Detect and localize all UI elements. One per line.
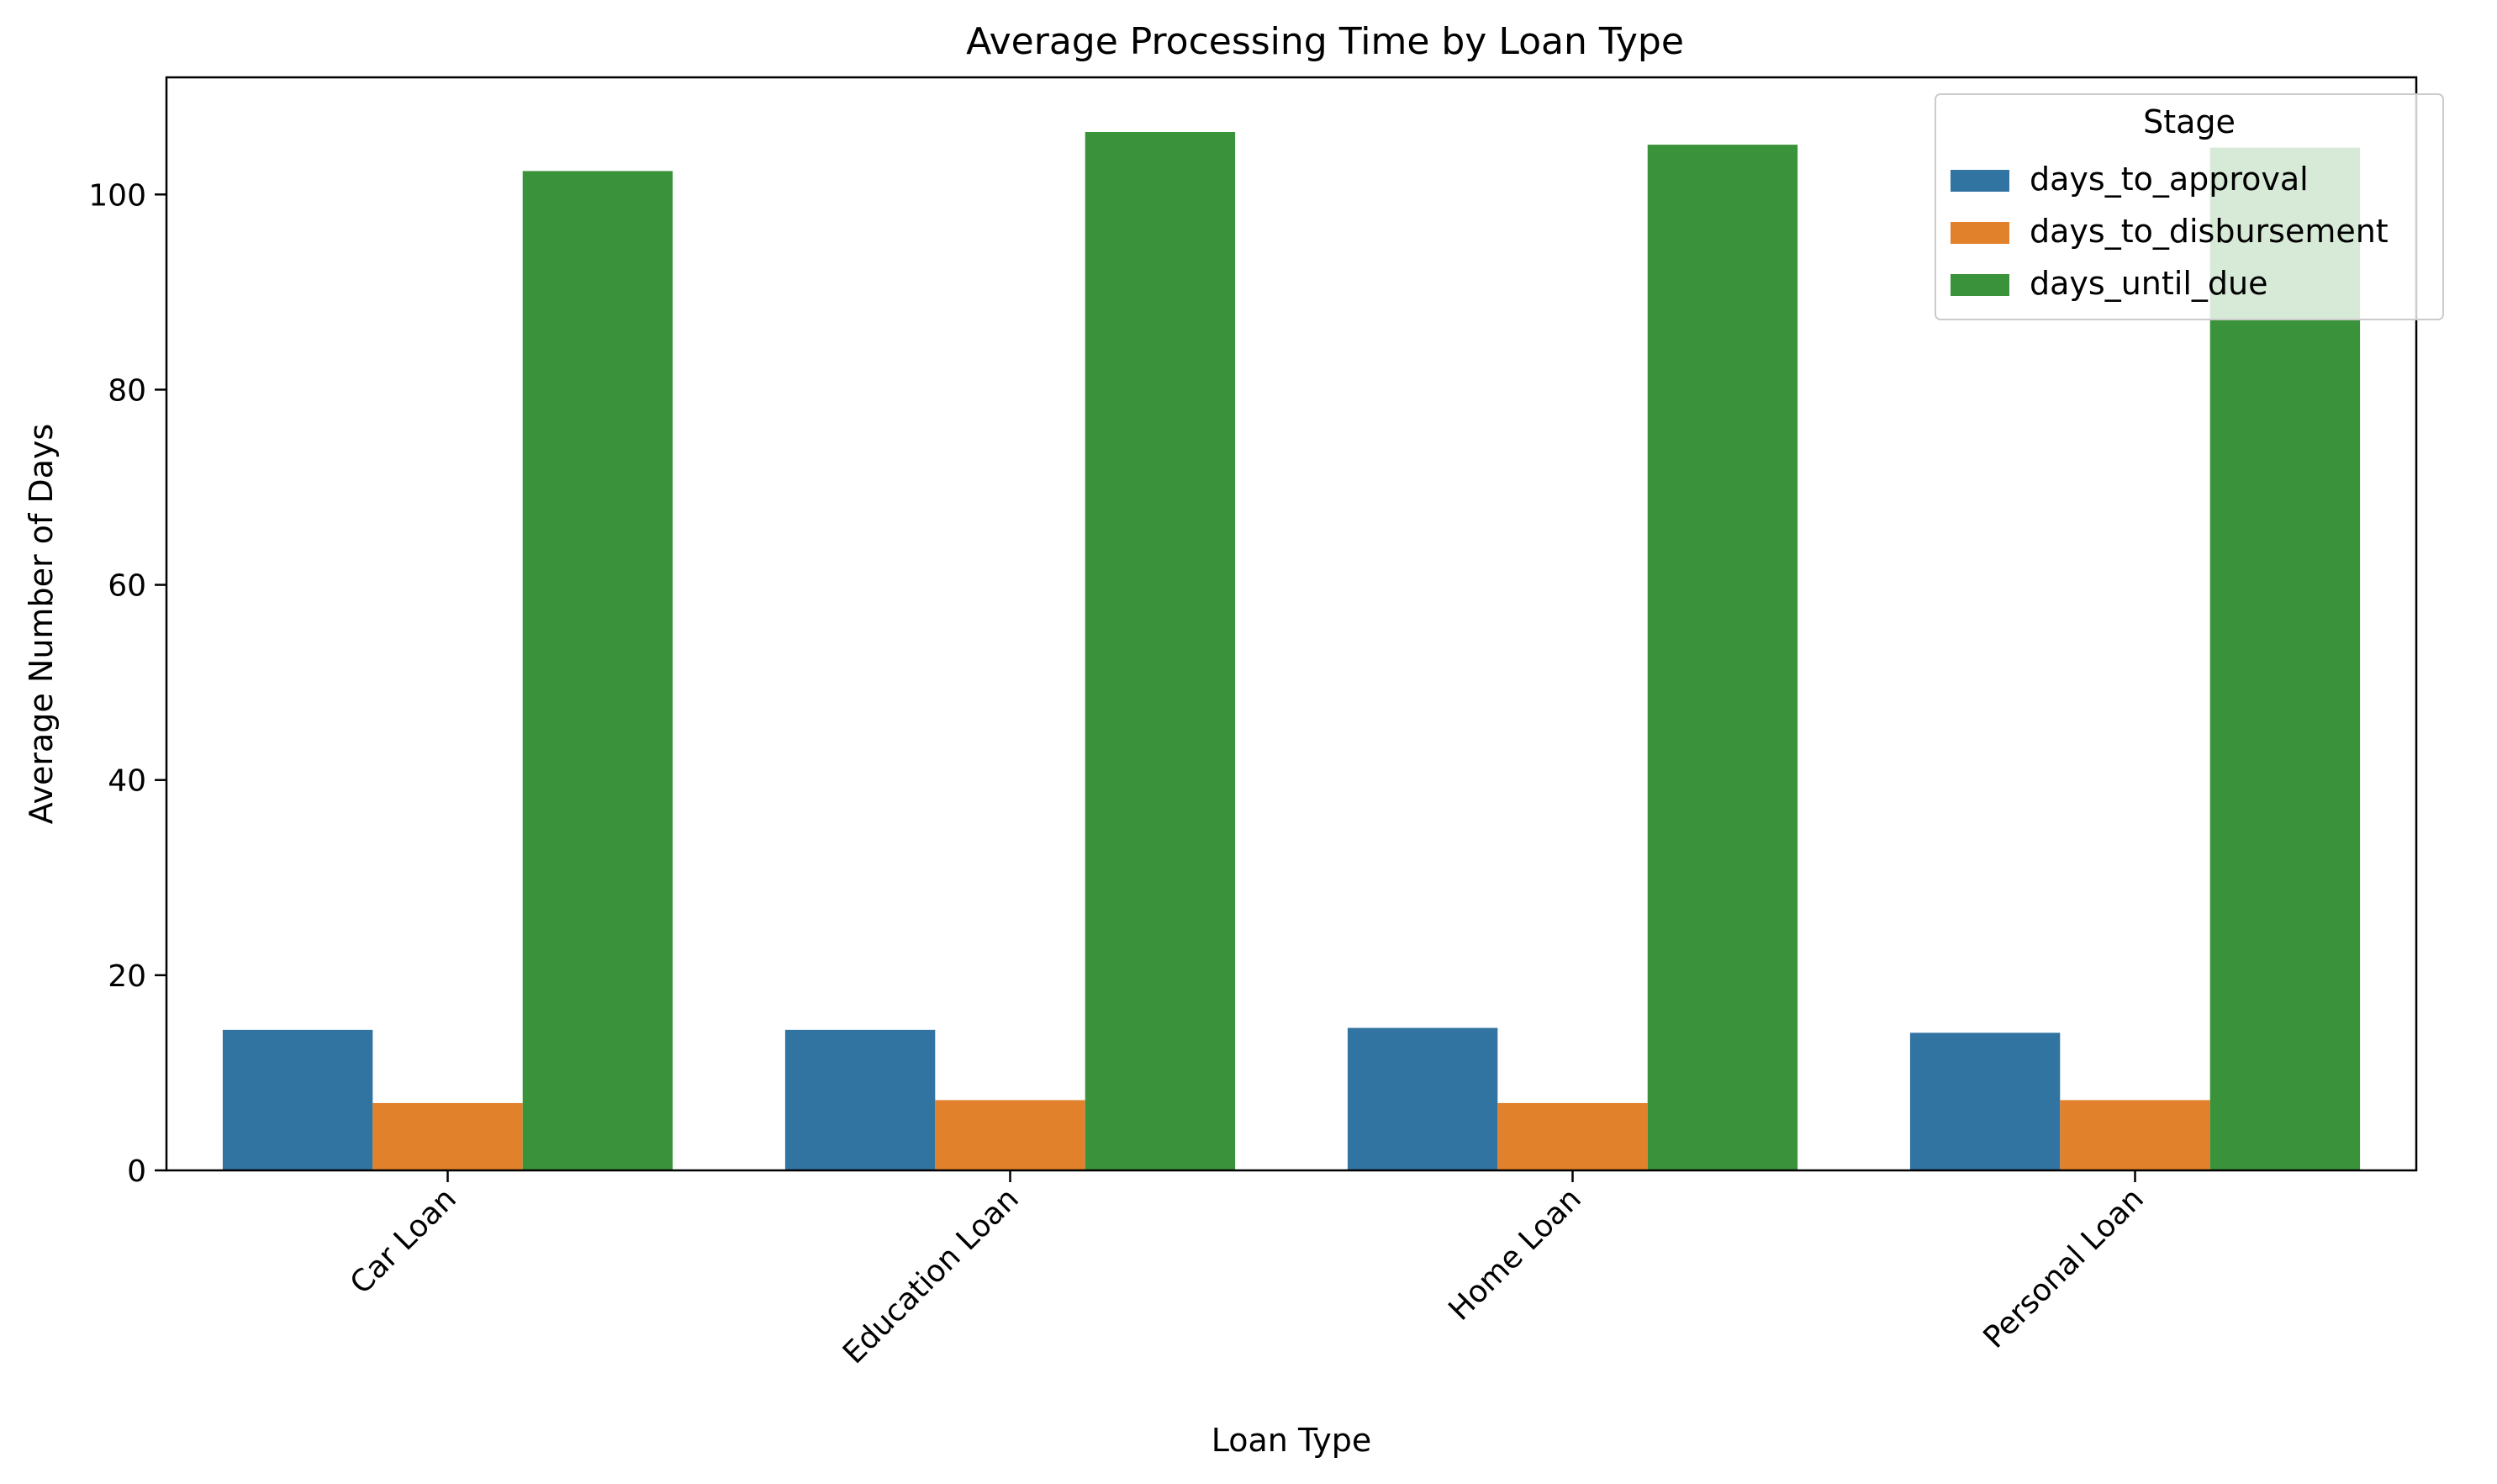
bar-days-until-due-education-loan: [1085, 132, 1236, 1170]
bars-group: [222, 132, 2361, 1171]
legend: Stage days_to_approval days_to_disburseme…: [1935, 93, 2444, 320]
y-tick-label: 80: [108, 373, 146, 408]
y-axis-label: Average Number of Days: [23, 424, 60, 824]
legend-title: Stage: [2143, 103, 2236, 140]
y-tick-label: 60: [108, 569, 146, 604]
bar-days-to-approval-education-loan: [784, 1029, 936, 1170]
legend-swatch-days-until-due: [1951, 274, 2009, 296]
bar-days-to-approval-personal-loan: [1909, 1032, 2061, 1170]
legend-label-days-until-due: days_until_due: [2030, 265, 2267, 302]
y-axis: 0 20 40 60 80 100: [88, 178, 166, 1189]
y-tick-label: 40: [108, 764, 146, 799]
y-tick-label: 0: [127, 1154, 146, 1189]
legend-box: [1935, 93, 2444, 320]
bar-days-to-approval-car-loan: [222, 1029, 373, 1170]
legend-label-days-to-approval: days_to_approval: [2030, 161, 2309, 198]
bar-days-to-disbursement-education-loan: [935, 1100, 1085, 1170]
x-axis-label: Loan Type: [1212, 1422, 1371, 1459]
legend-swatch-days-to-approval: [1951, 170, 2009, 192]
legend-label-days-to-disbursement: days_to_disbursement: [2030, 213, 2389, 250]
legend-swatch-days-to-disbursement: [1951, 222, 2009, 244]
legend-items: days_to_approval days_to_disbursementdays…: [1951, 161, 2389, 302]
bar-days-to-approval-home-loan: [1347, 1027, 1498, 1170]
y-tick-label: 20: [108, 959, 146, 994]
y-tick-label: 100: [88, 178, 146, 213]
bar-days-until-due-car-loan: [522, 171, 673, 1170]
bar-days-until-due-home-loan: [1647, 145, 1798, 1171]
bar-days-to-disbursement-home-loan: [1497, 1102, 1648, 1170]
plot-frame: [165, 76, 2418, 1172]
bar-days-to-disbursement-car-loan: [372, 1102, 523, 1170]
bar-days-to-disbursement-personal-loan: [2060, 1100, 2210, 1170]
chart-title: Average Processing Time by Loan Type: [966, 20, 1684, 63]
